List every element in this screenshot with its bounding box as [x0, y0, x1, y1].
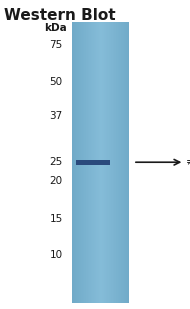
- Bar: [82, 22, 83, 303]
- Bar: [102, 22, 103, 303]
- Bar: [109, 22, 110, 303]
- Bar: [123, 22, 124, 303]
- Bar: [84, 22, 85, 303]
- Text: 15: 15: [49, 214, 63, 224]
- Bar: [81, 22, 82, 303]
- Bar: [100, 22, 101, 303]
- Bar: [86, 22, 87, 303]
- Text: 75: 75: [49, 40, 63, 50]
- Bar: [113, 22, 114, 303]
- Bar: [118, 22, 119, 303]
- Bar: [92, 22, 93, 303]
- Bar: [103, 22, 104, 303]
- Bar: [125, 22, 126, 303]
- Bar: [105, 22, 106, 303]
- Bar: [76, 22, 77, 303]
- Bar: [101, 22, 102, 303]
- Bar: [77, 22, 78, 303]
- Bar: [87, 22, 88, 303]
- Bar: [127, 22, 128, 303]
- Bar: [126, 22, 127, 303]
- Bar: [80, 22, 81, 303]
- Bar: [124, 22, 125, 303]
- Bar: [108, 22, 109, 303]
- Bar: [110, 22, 111, 303]
- Text: Western Blot: Western Blot: [4, 8, 115, 23]
- Text: kDa: kDa: [44, 23, 66, 33]
- Bar: [85, 22, 86, 303]
- Bar: [107, 22, 108, 303]
- Bar: [128, 22, 129, 303]
- Bar: [104, 22, 105, 303]
- Bar: [72, 22, 73, 303]
- Bar: [117, 22, 118, 303]
- Bar: [91, 22, 92, 303]
- Bar: [74, 22, 75, 303]
- Bar: [115, 22, 116, 303]
- Bar: [97, 22, 98, 303]
- Bar: [78, 22, 79, 303]
- Text: 50: 50: [50, 77, 63, 87]
- Text: ≠26kDa: ≠26kDa: [186, 157, 190, 167]
- Bar: [112, 22, 113, 303]
- Bar: [106, 22, 107, 303]
- Bar: [116, 22, 117, 303]
- Bar: [99, 22, 100, 303]
- Bar: [95, 22, 96, 303]
- Bar: [114, 22, 115, 303]
- Bar: [75, 22, 76, 303]
- Bar: [76, 160, 110, 165]
- Bar: [122, 22, 123, 303]
- Bar: [93, 22, 94, 303]
- Bar: [90, 22, 91, 303]
- Bar: [88, 22, 89, 303]
- Bar: [89, 22, 90, 303]
- Bar: [121, 22, 122, 303]
- Bar: [119, 22, 120, 303]
- Text: 20: 20: [50, 176, 63, 186]
- Bar: [79, 22, 80, 303]
- Bar: [83, 22, 84, 303]
- Text: 25: 25: [49, 157, 63, 167]
- Bar: [120, 22, 121, 303]
- Bar: [73, 22, 74, 303]
- Bar: [111, 22, 112, 303]
- Bar: [96, 22, 97, 303]
- Text: 10: 10: [50, 250, 63, 260]
- Bar: [98, 22, 99, 303]
- Text: 37: 37: [49, 111, 63, 121]
- Bar: [94, 22, 95, 303]
